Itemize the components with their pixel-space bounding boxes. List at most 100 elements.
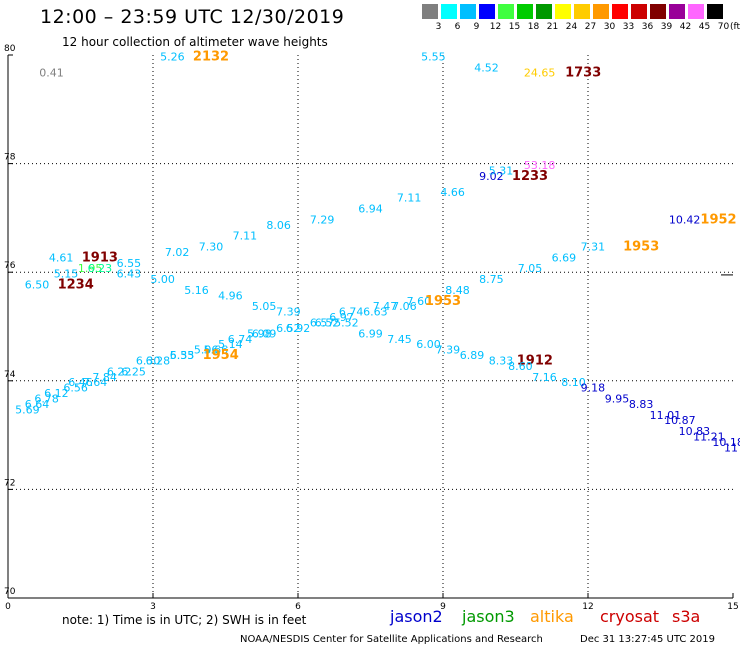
- wave-height-label: 4.52: [474, 61, 499, 74]
- wave-height-label: 9.18: [581, 382, 606, 395]
- note-text: note: 1) Time is in UTC; 2) SWH is in fe…: [62, 613, 307, 627]
- wave-height-label: 6.56: [63, 382, 88, 395]
- color-swatch-label: 21: [546, 22, 559, 32]
- wave-height-label: 5.06: [194, 344, 219, 357]
- x-tick-label: 6: [295, 602, 301, 612]
- color-swatch: [517, 4, 534, 19]
- color-swatch: [631, 4, 648, 19]
- color-swatch: [479, 4, 496, 19]
- wave-height-label: 4.61: [49, 251, 74, 264]
- color-swatch-label: 33: [622, 22, 635, 32]
- wave-height-label: 11: [724, 441, 738, 454]
- color-swatch-label: 9: [473, 22, 480, 32]
- wave-height-label: 6.52: [276, 322, 301, 335]
- color-swatch: [612, 4, 629, 19]
- legend-s3a: s3a: [672, 607, 701, 626]
- color-swatch-label: 30: [603, 22, 616, 32]
- color-swatch: [536, 4, 553, 19]
- wave-height-label: 7.39: [276, 306, 301, 319]
- wave-height-label: 7.45: [387, 333, 412, 346]
- color-swatch: [441, 4, 458, 19]
- wave-height-label: 7.39: [436, 344, 461, 357]
- wave-height-label: 5.55: [421, 50, 446, 63]
- wave-height-label: 11.21: [693, 431, 725, 444]
- wave-height-label: 6.63: [363, 306, 388, 319]
- y-tick-label: 72: [4, 478, 15, 488]
- wave-height-label: 0.41: [39, 67, 64, 80]
- color-swatch: [555, 4, 572, 19]
- wave-height-label: 6.55: [170, 349, 195, 362]
- wave-height-label: 6.43: [117, 268, 142, 281]
- y-tick-label: 80: [4, 44, 16, 54]
- wave-height-label: 6.28: [146, 355, 171, 368]
- color-swatch-label: 70: [717, 22, 730, 32]
- wave-height-label: 8.06: [266, 219, 291, 232]
- wave-height-label: 6.57: [310, 317, 335, 330]
- color-swatch-label: 36: [641, 22, 654, 32]
- color-swatch: [669, 4, 686, 19]
- color-swatch: [460, 4, 477, 19]
- wave-height-label: 6.52: [315, 317, 340, 330]
- wave-height-label: 5.52: [334, 317, 359, 330]
- wave-height-label: 5.05: [252, 300, 277, 313]
- color-swatch-label: 45: [698, 22, 711, 32]
- wave-height-label: 5.26: [160, 50, 185, 63]
- wave-height-label: 4.96: [218, 289, 243, 302]
- y-tick-label: 76: [4, 261, 16, 271]
- wave-height-label: 6.55: [117, 257, 142, 270]
- wave-height-label: 6.12: [44, 387, 69, 400]
- color-swatch: [574, 4, 591, 19]
- wave-height-label: 8.75: [479, 273, 504, 286]
- pass-time-label: 1912: [517, 354, 553, 369]
- wave-height-label: 6.74: [228, 333, 253, 346]
- color-swatch-label: 12: [489, 22, 502, 32]
- wave-height-label: 6.25: [121, 365, 146, 378]
- wave-height-label: 6.69: [552, 251, 577, 264]
- color-swatch: [688, 4, 705, 19]
- color-scale-unit: (ft): [730, 22, 740, 32]
- color-swatch-label: 18: [527, 22, 540, 32]
- wave-height-label: 6.23: [88, 262, 113, 275]
- wave-height-label: 6.92: [286, 322, 311, 335]
- chart-title: 12:00 – 23:59 UTC 12/30/2019: [40, 6, 345, 28]
- timestamp-text: Dec 31 13:27:45 UTC 2019: [580, 634, 715, 645]
- wave-height-label: 8.48: [445, 284, 470, 297]
- wave-height-label: 7.11: [233, 230, 258, 243]
- color-swatch-label: 42: [679, 22, 692, 32]
- x-tick-label: 3: [150, 602, 156, 612]
- wave-height-label: 8.60: [508, 360, 533, 373]
- wave-height-label: 7.02: [165, 246, 190, 259]
- wave-height-label: 11.01: [650, 409, 682, 422]
- pass-time-label: 1733: [565, 66, 601, 81]
- wave-height-label: 6.22: [107, 365, 132, 378]
- wave-height-label: 5.00: [150, 273, 175, 286]
- wave-height-label: 5.15: [54, 268, 79, 281]
- wave-height-label: 7.05: [518, 262, 543, 275]
- wave-height-label: 6.30: [136, 355, 161, 368]
- wave-height-label: 6.64: [25, 398, 50, 411]
- color-swatch: [650, 4, 667, 19]
- pass-time-label: 1913: [82, 250, 118, 265]
- wave-height-label: 1.95: [78, 262, 103, 275]
- wave-height-label: 5.14: [218, 338, 243, 351]
- wave-height-label: 6.99: [358, 327, 383, 340]
- wave-height-label: 5.98: [247, 327, 272, 340]
- pass-time-label: 1952: [700, 212, 736, 227]
- wave-height-label: 8.10: [561, 376, 586, 389]
- wave-height-label: 6.50: [25, 278, 50, 291]
- legend-altika: altika: [530, 607, 574, 626]
- wave-height-label: 9.95: [605, 393, 630, 406]
- wave-height-label: 7.60: [407, 295, 432, 308]
- wave-height-label: 7.84: [92, 371, 117, 384]
- wave-height-label: 7.64: [83, 376, 108, 389]
- pass-time-label: 1233: [512, 169, 548, 184]
- wave-height-label: 5.16: [184, 284, 209, 297]
- legend-jason3: jason3: [462, 607, 515, 626]
- wave-height-label: 5.33: [170, 349, 195, 362]
- wave-height-label: 8.33: [489, 355, 514, 368]
- legend-jason2: jason2: [390, 607, 443, 626]
- wave-height-label: 9.02: [479, 170, 504, 183]
- wave-height-label: 10.18: [712, 436, 740, 449]
- pass-time-label: 1953: [623, 239, 659, 254]
- wave-height-label: 10.83: [679, 425, 711, 438]
